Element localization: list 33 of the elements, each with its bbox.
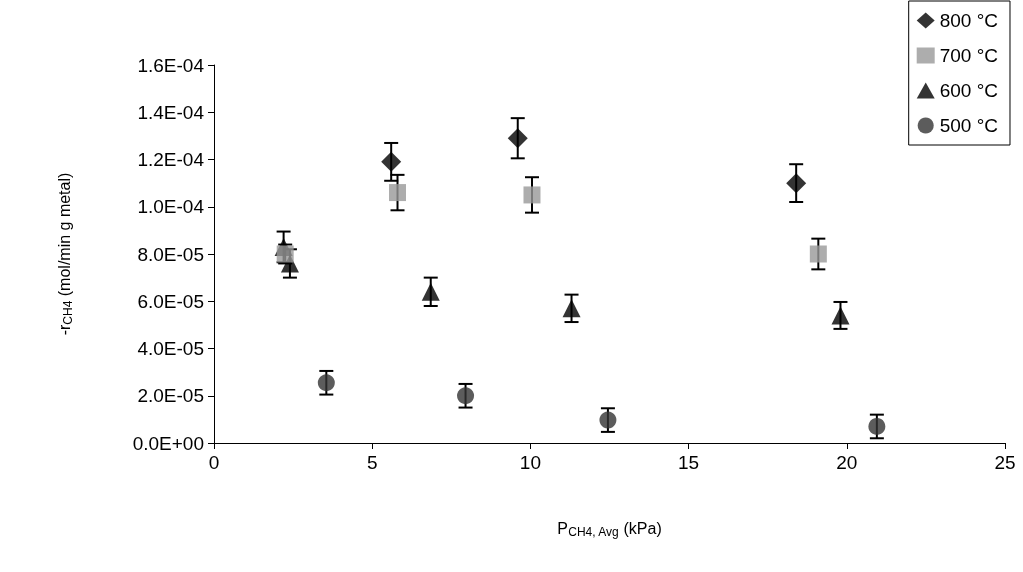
point — [389, 184, 407, 202]
legend-label: 700 °C — [939, 45, 999, 66]
y-tick-label: 1.2E-04 — [137, 149, 205, 170]
point — [599, 411, 617, 429]
x-tick-label: 0 — [208, 452, 220, 473]
y-tick-label: 6.0E-05 — [137, 290, 204, 312]
y-tick-label: 1.0E-04 — [137, 196, 205, 218]
point — [421, 282, 440, 301]
x-tick-label: 10 — [519, 452, 541, 473]
x-tick-label: 25 — [994, 452, 1016, 473]
y-tick-label: 0.0E+00 — [132, 432, 204, 454]
point — [831, 306, 850, 325]
point — [868, 417, 886, 435]
x-tick-label: 5 — [366, 452, 378, 473]
x-tick-label: 15 — [678, 452, 700, 473]
point — [523, 186, 541, 204]
point — [809, 245, 827, 263]
point — [457, 387, 475, 405]
y-tick-label: 4.0E-05 — [137, 338, 204, 359]
x-tick-label: 20 — [836, 452, 858, 473]
y-tick-label: 1.4E-04 — [137, 101, 205, 123]
y-tick-label: 2.0E-05 — [137, 385, 204, 407]
legend-label: 500 °C — [939, 115, 999, 136]
point — [317, 374, 335, 392]
legend-label: 600 °C — [939, 80, 999, 101]
point — [786, 173, 807, 194]
y-axis-title: -rCH4 (mol/min g metal) — [55, 172, 75, 336]
y-tick-label: 8.0E-05 — [137, 243, 204, 265]
point — [562, 299, 581, 318]
point — [507, 128, 528, 149]
y-tick-label: 1.6E-04 — [137, 54, 205, 76]
point — [381, 151, 402, 172]
legend-label: 800 °C — [939, 10, 999, 31]
